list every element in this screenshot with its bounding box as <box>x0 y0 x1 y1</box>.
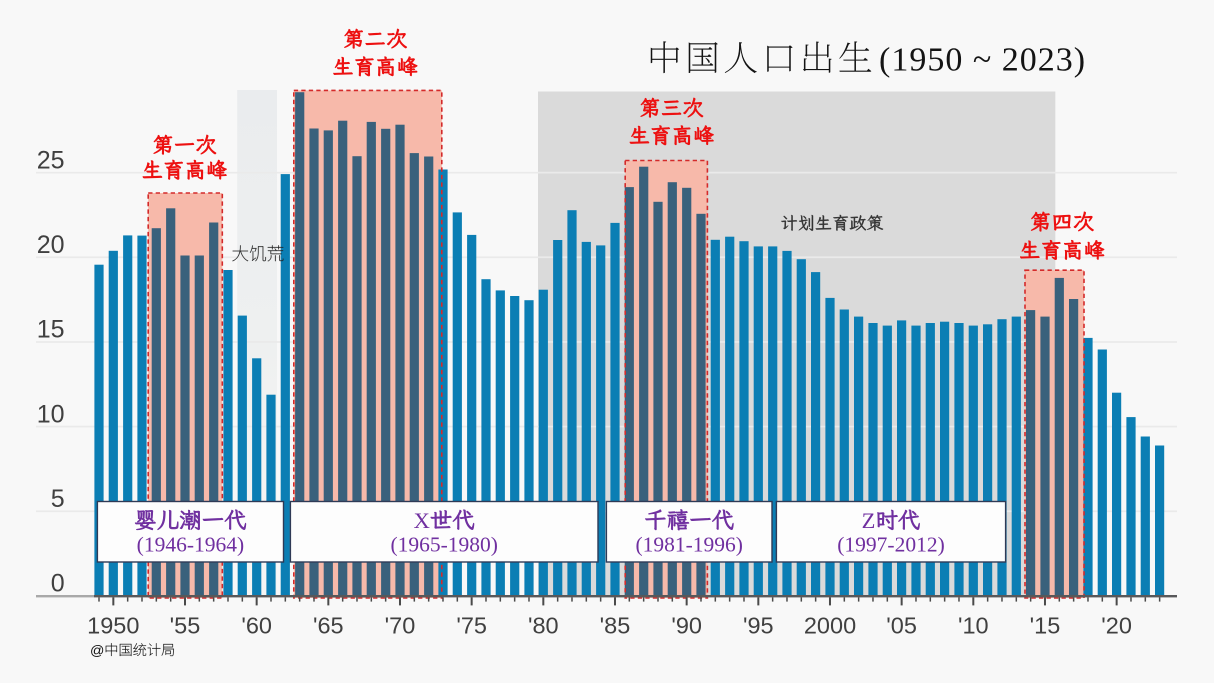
svg-text:(1965-1980): (1965-1980) <box>390 533 497 557</box>
svg-text:(1997-2012): (1997-2012) <box>837 533 944 557</box>
svg-text:'20: '20 <box>1101 613 1132 639</box>
svg-text:@: @ <box>90 643 104 659</box>
svg-text:'60: '60 <box>241 613 272 639</box>
svg-text:(1981-1996): (1981-1996) <box>635 533 742 557</box>
svg-text:'05: '05 <box>886 613 917 639</box>
svg-text:15: 15 <box>37 316 65 344</box>
svg-text:1950: 1950 <box>87 613 139 639</box>
svg-text:2000: 2000 <box>804 613 856 639</box>
svg-text:'80: '80 <box>528 613 559 639</box>
svg-text:'95: '95 <box>743 613 774 639</box>
svg-text:5: 5 <box>51 485 65 513</box>
svg-text:'10: '10 <box>958 613 989 639</box>
svg-text:0: 0 <box>51 570 65 598</box>
svg-text:'75: '75 <box>456 613 487 639</box>
svg-text:'55: '55 <box>170 613 201 639</box>
svg-text:(1950 ~ 2023): (1950 ~ 2023) <box>879 42 1086 79</box>
svg-text:Z: Z <box>862 508 876 533</box>
svg-text:(1946-1964): (1946-1964) <box>137 533 244 557</box>
svg-text:10: 10 <box>37 400 65 428</box>
svg-text:'85: '85 <box>600 613 631 639</box>
svg-text:'65: '65 <box>313 613 344 639</box>
svg-text:X: X <box>414 508 430 533</box>
svg-text:'15: '15 <box>1030 613 1061 639</box>
svg-text:25: 25 <box>37 146 65 174</box>
svg-text:20: 20 <box>37 231 65 259</box>
svg-text:'90: '90 <box>671 613 702 639</box>
svg-text:'70: '70 <box>385 613 416 639</box>
